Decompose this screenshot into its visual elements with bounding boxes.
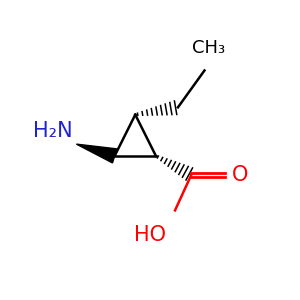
- Text: HO: HO: [134, 225, 166, 245]
- Text: CH₃: CH₃: [192, 39, 226, 57]
- Text: O: O: [232, 165, 248, 185]
- Text: H₂N: H₂N: [33, 121, 73, 141]
- Polygon shape: [76, 144, 117, 163]
